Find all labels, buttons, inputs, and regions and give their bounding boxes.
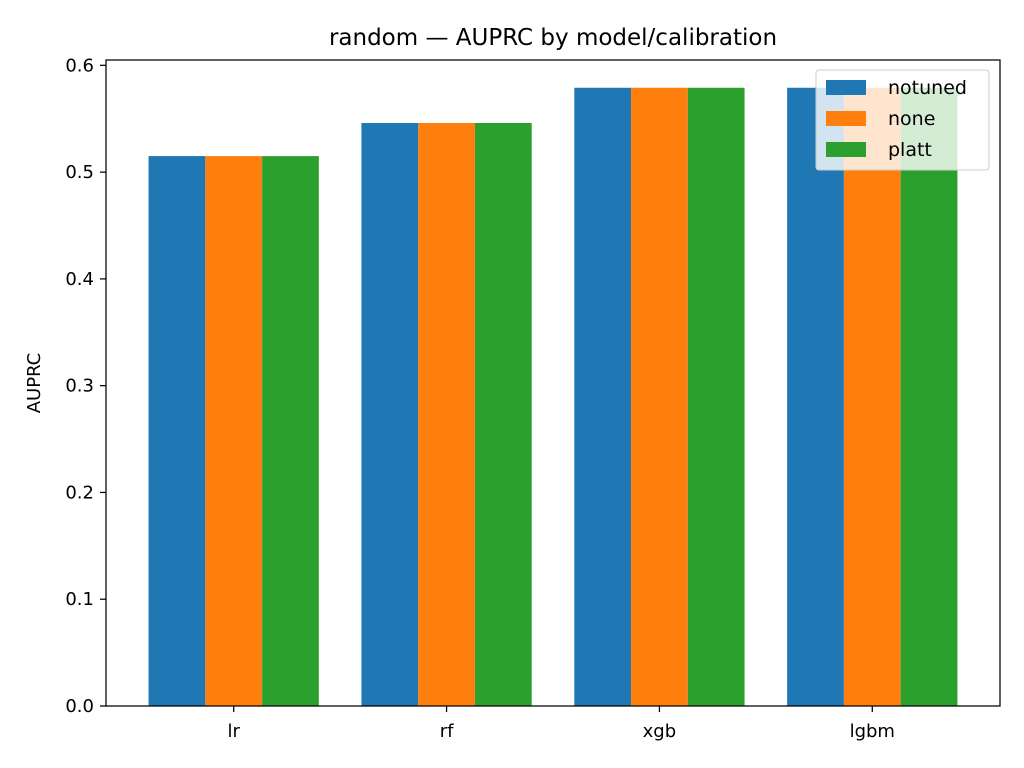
- chart-title: random — AUPRC by model/calibration: [329, 25, 777, 51]
- y-axis: 0.0 0.1 0.2 0.3 0.4 0.5 0.6: [65, 55, 106, 717]
- y-tick-label: 0.5: [65, 162, 94, 183]
- y-tick-label: 0.4: [65, 269, 94, 290]
- bar-none-lgbm: [843, 87, 901, 706]
- legend: notuned none platt: [815, 69, 990, 171]
- bar-notuned-lr: [148, 156, 206, 707]
- legend-swatch-platt: [826, 142, 866, 157]
- bars-layer: [148, 87, 958, 707]
- bar-platt-xgb: [687, 87, 745, 706]
- bar-none-xgb: [631, 87, 688, 706]
- x-tick-label: lgbm: [850, 721, 895, 742]
- plot-area-frame: [105, 59, 1001, 707]
- x-tick-label: rf: [440, 721, 454, 742]
- y-tick-label: 0.0: [65, 696, 94, 717]
- bar-notuned-lgbm: [787, 87, 844, 706]
- y-axis-label: AUPRC: [24, 353, 45, 414]
- bar-platt-rf: [474, 123, 532, 706]
- bar-none-lr: [205, 156, 263, 707]
- legend-label-platt: platt: [888, 139, 932, 161]
- bar-platt-lr: [262, 156, 319, 707]
- y-tick-label: 0.3: [65, 376, 94, 397]
- bar-notuned-rf: [361, 123, 419, 706]
- legend-label-notuned: notuned: [888, 77, 967, 99]
- y-tick-label: 0.6: [65, 55, 94, 76]
- legend-label-none: none: [888, 108, 935, 130]
- x-tick-label: xgb: [643, 721, 677, 742]
- y-tick-label: 0.1: [65, 589, 94, 610]
- bar-notuned-xgb: [574, 87, 632, 706]
- legend-swatch-notuned: [826, 80, 866, 95]
- y-tick-label: 0.2: [65, 482, 94, 503]
- x-axis: lr rf xgb lgbm: [228, 706, 895, 742]
- x-tick-label: lr: [228, 721, 241, 742]
- legend-swatch-none: [826, 111, 866, 126]
- bar-platt-lgbm: [900, 87, 958, 706]
- bar-none-rf: [418, 123, 475, 706]
